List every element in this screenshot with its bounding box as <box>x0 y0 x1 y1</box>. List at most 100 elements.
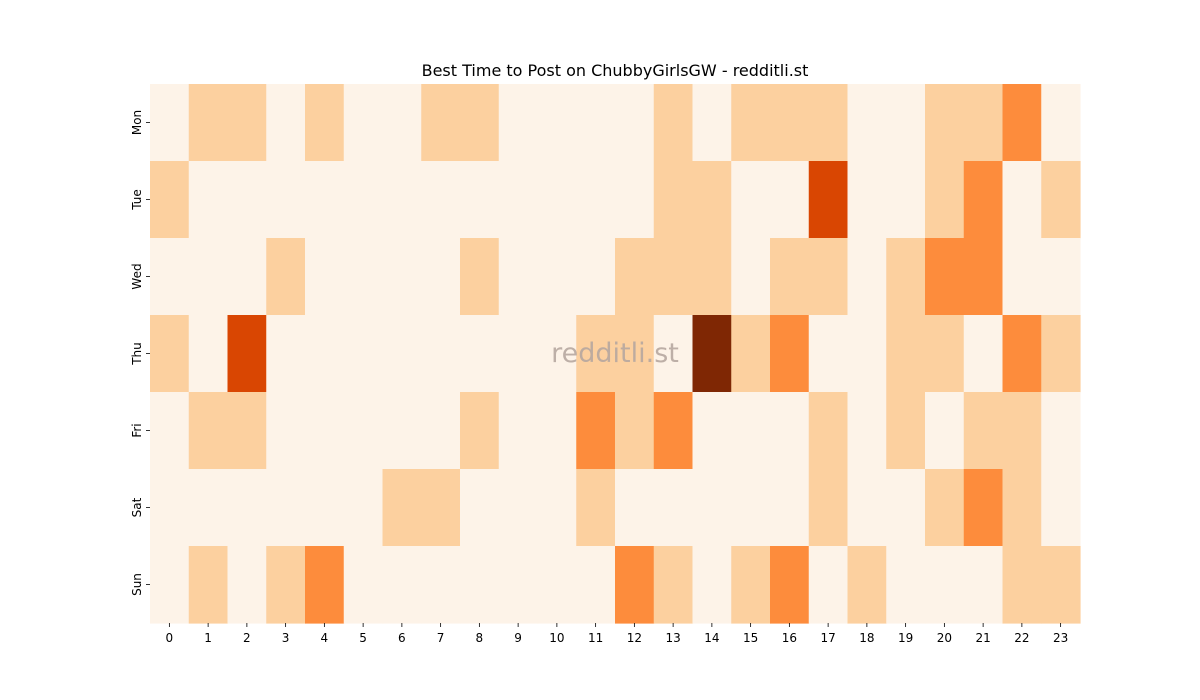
heatmap-cell-Tue-0 <box>150 161 190 239</box>
heatmap-cell-Sun-3 <box>266 546 306 624</box>
heatmap-cell-Sat-20 <box>925 469 965 547</box>
heatmap-cell-Thu-19 <box>886 315 926 393</box>
y-tick-label: Sun <box>130 573 144 596</box>
heatmap-cell-Tue-12 <box>615 161 655 239</box>
heatmap-cell-Fri-1 <box>188 392 229 470</box>
heatmap-cell-Sat-0 <box>150 469 190 547</box>
heatmap-cell-Sun-4 <box>305 546 345 624</box>
heatmap-cell-Sat-9 <box>498 469 539 547</box>
heatmap-cell-Thu-11 <box>576 315 616 393</box>
heatmap-cell-Thu-6 <box>382 315 422 393</box>
x-tick-label: 21 <box>975 631 990 645</box>
x-tick-label: 13 <box>665 631 680 645</box>
heatmap-cell-Mon-23 <box>1041 84 1081 162</box>
heatmap-cell-Sun-11 <box>576 546 616 624</box>
heatmap-cell-Thu-8 <box>460 315 500 393</box>
heatmap-cell-Mon-13 <box>653 84 694 162</box>
heatmap-cell-Wed-13 <box>653 238 694 316</box>
heatmap-cell-Sun-18 <box>847 546 887 624</box>
heatmap-cell-Fri-12 <box>615 392 655 470</box>
heatmap-cell-Sat-14 <box>692 469 732 547</box>
heatmap-cell-Tue-4 <box>305 161 345 239</box>
heatmap-cell-Thu-23 <box>1041 315 1081 393</box>
heatmap-cell-Tue-9 <box>498 161 539 239</box>
heatmap-cell-Sat-19 <box>886 469 926 547</box>
heatmap-cell-Wed-19 <box>886 238 926 316</box>
heatmap-cell-Mon-6 <box>382 84 422 162</box>
heatmap-cell-Tue-13 <box>653 161 694 239</box>
heatmap-cell-Mon-17 <box>808 84 849 162</box>
x-tick-label: 10 <box>549 631 564 645</box>
watermark: redditli.st <box>551 338 679 369</box>
heatmap-cell-Sun-2 <box>227 546 267 624</box>
heatmap-cell-Wed-5 <box>343 238 384 316</box>
heatmap-cell-Wed-22 <box>1002 238 1042 316</box>
heatmap-cell-Sat-18 <box>847 469 887 547</box>
heatmap-cell-Wed-9 <box>498 238 539 316</box>
heatmap-cell-Thu-4 <box>305 315 345 393</box>
heatmap-cell-Thu-17 <box>808 315 849 393</box>
x-tick-label: 15 <box>743 631 758 645</box>
heatmap-cell-Mon-16 <box>770 84 810 162</box>
heatmap-cell-Sun-16 <box>770 546 810 624</box>
heatmap-cell-Wed-7 <box>421 238 461 316</box>
heatmap-cell-Sat-7 <box>421 469 461 547</box>
x-tick-label: 8 <box>476 631 484 645</box>
heatmap-cell-Sun-6 <box>382 546 422 624</box>
heatmap-cell-Mon-2 <box>227 84 267 162</box>
heatmap-cell-Thu-21 <box>963 315 1004 393</box>
heatmap-cell-Sun-8 <box>460 546 500 624</box>
heatmap-cell-Wed-17 <box>808 238 849 316</box>
heatmap-cell-Fri-2 <box>227 392 267 470</box>
heatmap-cell-Sat-4 <box>305 469 345 547</box>
heatmap-cell-Sun-17 <box>808 546 849 624</box>
heatmap-cell-Sat-3 <box>266 469 306 547</box>
heatmap-cell-Tue-10 <box>537 161 577 239</box>
x-tick-label: 16 <box>782 631 797 645</box>
heatmap-cell-Thu-13 <box>653 315 694 393</box>
heatmap-cell-Fri-19 <box>886 392 926 470</box>
x-tick-label: 11 <box>588 631 603 645</box>
heatmap-cell-Mon-8 <box>460 84 500 162</box>
x-tick-label: 18 <box>859 631 874 645</box>
x-tick-label: 7 <box>437 631 445 645</box>
heatmap-cell-Fri-10 <box>537 392 577 470</box>
heatmap-cell-Thu-7 <box>421 315 461 393</box>
heatmap-cell-Thu-10 <box>537 315 577 393</box>
heatmap-cell-Tue-11 <box>576 161 616 239</box>
heatmap-cell-Thu-14 <box>692 315 732 393</box>
heatmap-cell-Sun-12 <box>615 546 655 624</box>
heatmap-cell-Wed-1 <box>188 238 229 316</box>
x-tick-label: 20 <box>937 631 952 645</box>
heatmap-cell-Fri-22 <box>1002 392 1042 470</box>
heatmap-cell-Sun-13 <box>653 546 694 624</box>
heatmap-cell-Sun-10 <box>537 546 577 624</box>
heatmap-cell-Tue-21 <box>963 161 1004 239</box>
heatmap-cell-Wed-10 <box>537 238 577 316</box>
heatmap-cell-Fri-4 <box>305 392 345 470</box>
heatmap-cell-Tue-22 <box>1002 161 1042 239</box>
heatmap-cell-Wed-15 <box>731 238 771 316</box>
heatmap-cell-Tue-18 <box>847 161 887 239</box>
heatmap-cell-Sun-9 <box>498 546 539 624</box>
x-tick-label: 23 <box>1053 631 1068 645</box>
heatmap-cell-Thu-3 <box>266 315 306 393</box>
y-tick-label: Thu <box>130 342 144 366</box>
heatmap-cell-Tue-19 <box>886 161 926 239</box>
heatmap-cell-Tue-7 <box>421 161 461 239</box>
heatmap-cell-Fri-16 <box>770 392 810 470</box>
heatmap-cell-Mon-0 <box>150 84 190 162</box>
heatmap-cell-Mon-15 <box>731 84 771 162</box>
x-tick-label: 12 <box>627 631 642 645</box>
heatmap-cell-Sun-19 <box>886 546 926 624</box>
heatmap-cell-Tue-16 <box>770 161 810 239</box>
heatmap-cell-Tue-17 <box>808 161 849 239</box>
y-tick-label: Tue <box>130 189 144 211</box>
heatmap-cell-Wed-6 <box>382 238 422 316</box>
heatmap-cells <box>150 84 1081 624</box>
heatmap-cell-Fri-9 <box>498 392 539 470</box>
heatmap-cell-Thu-12 <box>615 315 655 393</box>
heatmap-cell-Wed-4 <box>305 238 345 316</box>
heatmap-cell-Sun-15 <box>731 546 771 624</box>
